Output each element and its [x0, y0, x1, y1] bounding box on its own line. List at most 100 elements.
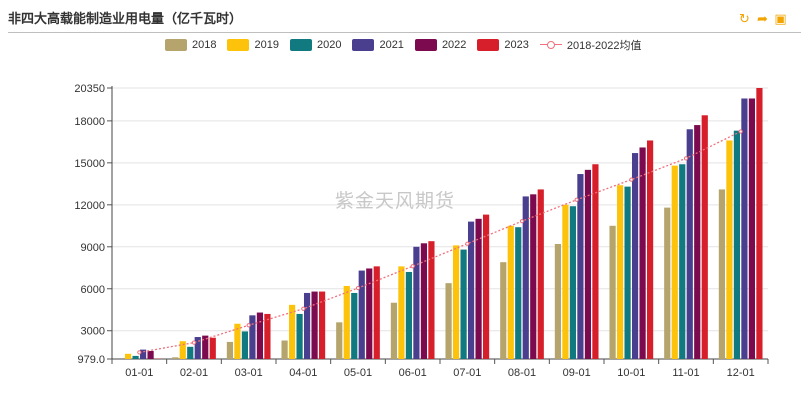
x-tick-label: 06-01	[399, 367, 427, 379]
x-tick-label: 09-01	[563, 367, 591, 379]
legend-item-2018[interactable]: 2018	[165, 39, 216, 51]
average-point	[574, 197, 579, 202]
legend-item-2023[interactable]: 2023	[477, 39, 529, 51]
average-point	[738, 129, 743, 134]
bar-2018	[336, 322, 343, 359]
bar-2022	[311, 291, 318, 359]
bar-2020	[733, 130, 741, 359]
chart-toolbar: ↻ ➦ ▣	[738, 12, 787, 25]
bar-2022	[694, 125, 701, 360]
legend-swatch-2018	[165, 39, 187, 51]
average-point	[629, 177, 634, 182]
bar-2021	[249, 315, 256, 359]
average-point	[301, 306, 306, 311]
chart-title: 非四大高载能制造业用电量（亿千瓦时）	[8, 11, 243, 26]
bar-2019	[562, 204, 569, 359]
x-tick-label: 10-01	[617, 367, 645, 379]
bar-2023	[318, 291, 326, 359]
bar-2021	[522, 196, 529, 359]
x-tick-label: 04-01	[289, 367, 317, 379]
average-point	[410, 264, 415, 269]
bar-2019	[507, 225, 514, 359]
bar-2021	[577, 174, 584, 359]
bar-2020	[679, 164, 686, 359]
x-tick-label: 12-01	[727, 367, 755, 379]
y-tick-label: 6000	[81, 284, 105, 296]
x-tick-label: 03-01	[235, 367, 263, 379]
bar-2022	[147, 351, 154, 359]
bar-2018	[172, 357, 179, 359]
bar-2018	[390, 302, 398, 359]
bar-2018	[718, 189, 726, 359]
x-tick-label: 11-01	[672, 367, 699, 379]
bar-2019	[671, 165, 678, 359]
bar-2021	[194, 337, 201, 359]
bar-2023	[428, 241, 435, 359]
average-point	[683, 156, 689, 161]
bar-2021	[303, 292, 311, 359]
legend-swatch-2021	[352, 39, 375, 51]
legend-label-2021: 2021	[379, 39, 404, 51]
bar-2021	[631, 153, 639, 359]
bar-2023	[756, 88, 763, 359]
bar-2022	[639, 147, 646, 359]
bar-2022	[475, 218, 482, 359]
average-point	[246, 323, 251, 328]
average-point	[137, 350, 142, 355]
share-icon[interactable]: ➦	[757, 11, 768, 26]
legend-item-2022[interactable]: 2022	[414, 39, 467, 51]
average-point	[465, 241, 470, 246]
bar-2023	[373, 266, 380, 359]
bar-2018	[609, 225, 616, 359]
legend-label-2018: 2018	[192, 39, 217, 51]
x-tick-label: 01-01	[125, 367, 153, 379]
refresh-icon[interactable]: ↻	[739, 11, 750, 26]
legend-swatch-2020	[289, 39, 312, 51]
bar-2021	[467, 221, 475, 359]
y-tick-label: 18000	[74, 116, 105, 128]
legend-label-2022: 2022	[441, 39, 467, 51]
bar-2023	[701, 115, 708, 359]
y-tick-label: 979.0	[77, 354, 105, 366]
bar-2021	[741, 98, 748, 359]
y-tick-label: 20350	[74, 83, 105, 95]
bar-2023	[537, 189, 544, 359]
y-tick-label: 12000	[74, 200, 105, 212]
bar-2023	[482, 214, 490, 359]
x-tick-label: 05-01	[344, 367, 372, 379]
bar-2020	[296, 313, 303, 359]
bar-2020	[132, 355, 139, 359]
legend-label-2023: 2023	[504, 39, 529, 51]
bar-2020	[460, 249, 467, 359]
watermark: 紫金天风期货	[335, 191, 456, 212]
y-tick-label: 9000	[81, 242, 105, 254]
average-point	[519, 219, 525, 224]
bar-2022	[366, 268, 373, 359]
legend-item-average[interactable]: 2018-2022均值	[539, 37, 642, 53]
bar-2022	[202, 335, 209, 359]
legend-swatch-2023	[477, 39, 500, 51]
bar-2020	[405, 271, 413, 359]
bar-2019	[288, 304, 296, 359]
bar-2022	[748, 98, 756, 359]
save-image-icon[interactable]: ▣	[774, 11, 787, 26]
bar-2020	[624, 186, 631, 359]
bar-2020	[569, 206, 577, 359]
bar-2022	[420, 243, 428, 359]
bar-2019	[398, 266, 405, 359]
bar-2021	[686, 129, 693, 359]
bar-2021	[139, 349, 147, 359]
legend-item-2021[interactable]: 2021	[352, 39, 404, 51]
legend-label-2019: 2019	[254, 39, 279, 51]
bar-2021	[413, 246, 420, 359]
bar-2023	[264, 313, 271, 359]
bar-2019	[124, 353, 132, 359]
legend-item-2019[interactable]: 2019	[227, 39, 279, 51]
legend-label-average: 2018-2022均值	[566, 40, 642, 52]
bar-2021	[358, 270, 365, 359]
average-point	[355, 285, 361, 291]
bar-2019	[234, 323, 241, 359]
legend-item-2020[interactable]: 2020	[289, 39, 341, 51]
bar-2020	[187, 346, 194, 359]
